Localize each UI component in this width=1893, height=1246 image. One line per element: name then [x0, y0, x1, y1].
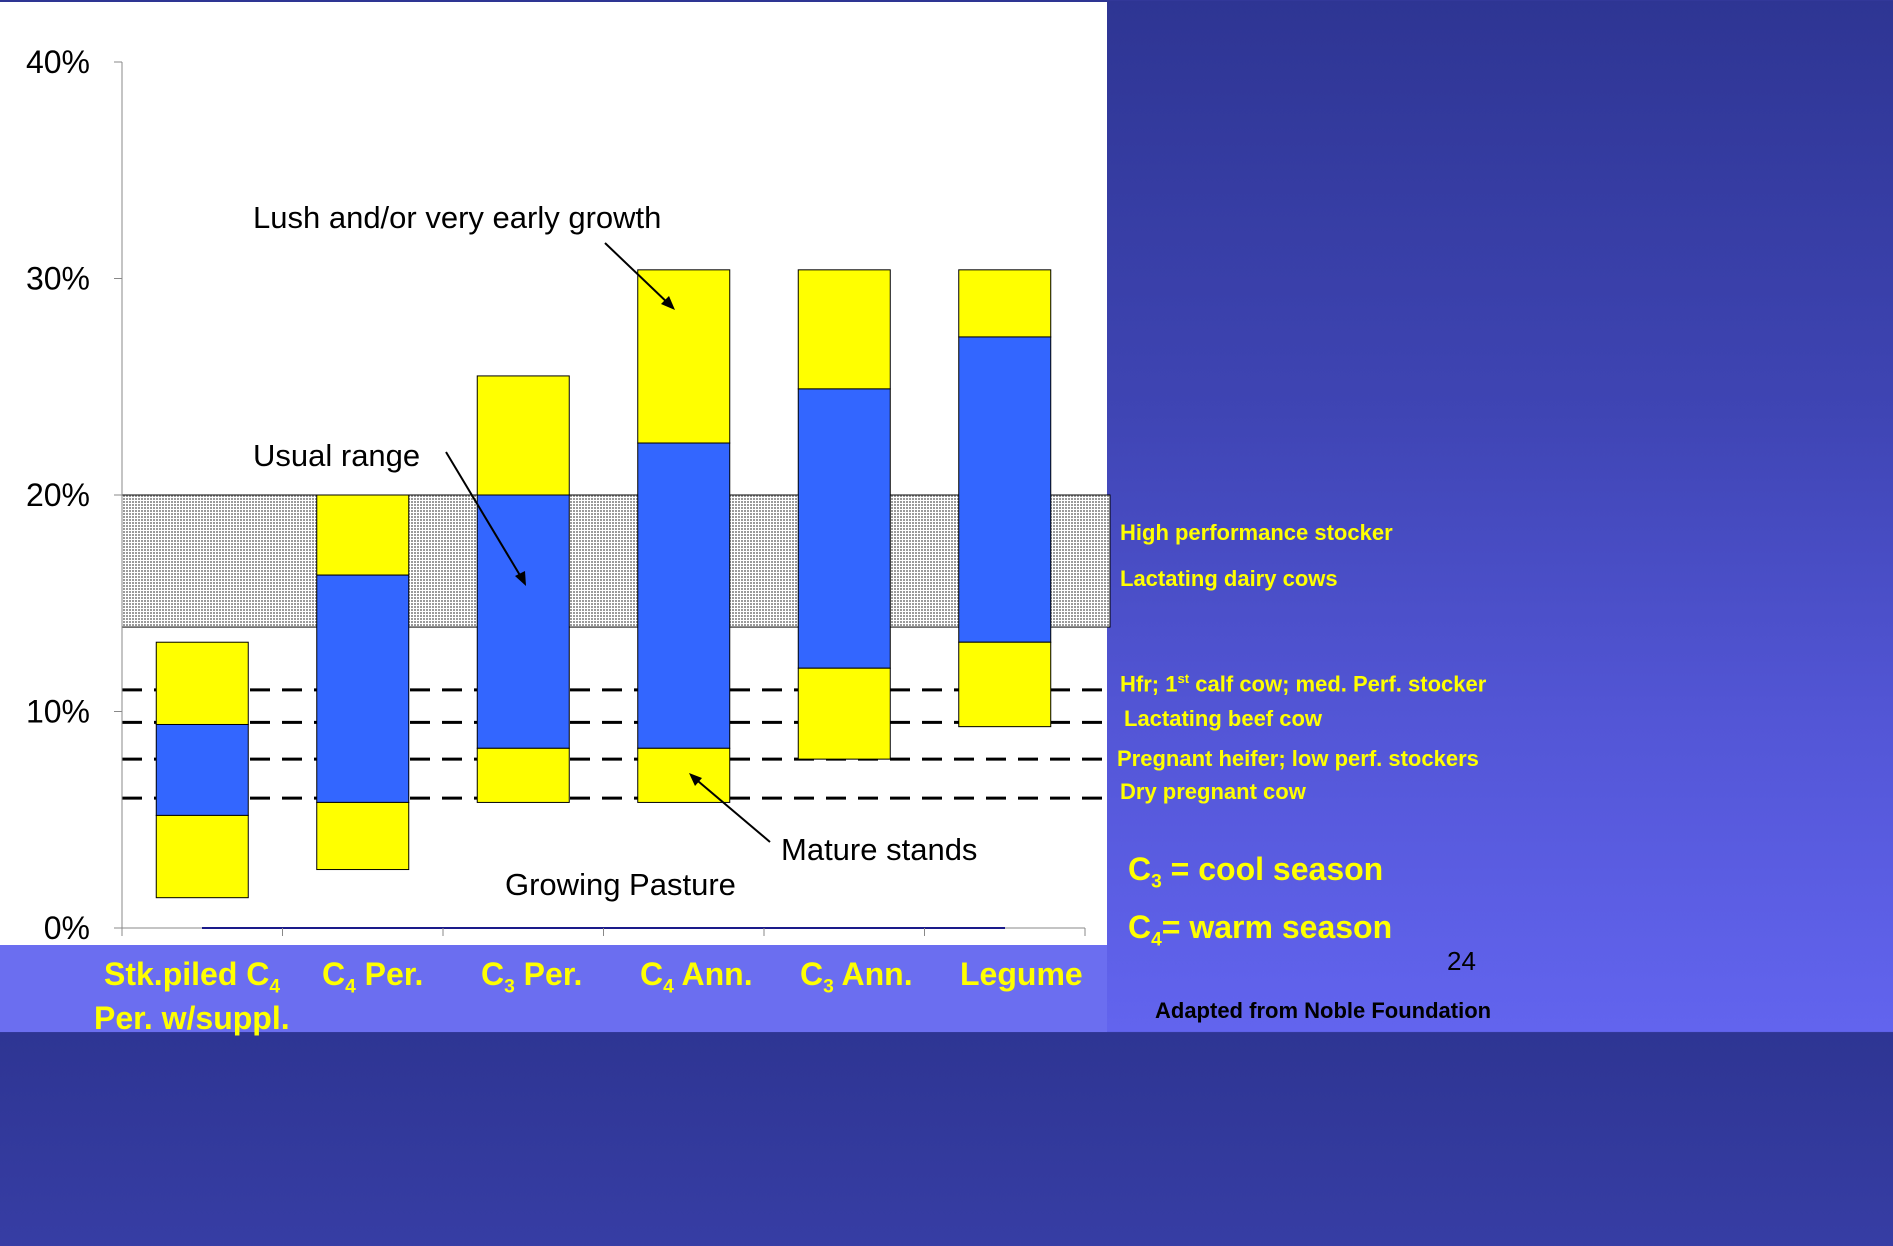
category-stockpiled: Stk.piled C4	[104, 956, 280, 998]
category-c3-ann-text: Ann.	[833, 956, 913, 992]
arrow-lush-shaft	[604, 242, 673, 308]
source-note: Adapted from Noble Foundation	[1155, 998, 1492, 1023]
req-lactating-beef-cow: Lactating beef cow	[1124, 706, 1323, 731]
category-c3-ann: C3 Ann.	[800, 956, 913, 998]
usual-segment-1	[316, 574, 410, 803]
annotation-growing-pasture: Growing Pasture	[505, 867, 736, 902]
req-hfr-text: Hfr; 1	[1120, 671, 1178, 697]
legend-c3-sub: 3	[1151, 871, 1162, 893]
y-tick-label-0: 0%	[44, 910, 90, 946]
mature-segment-1	[316, 801, 410, 871]
legend-c4-sub: 4	[1151, 929, 1162, 951]
category-c4-per-c: C	[322, 956, 346, 992]
requirement-band	[121, 494, 1111, 628]
req-lactating-dairy-cows: Lactating dairy cows	[1120, 566, 1338, 591]
y-tick-label-4: 40%	[26, 44, 90, 80]
arrow-usual-head	[515, 571, 526, 586]
lush-segment-4	[797, 269, 891, 390]
category-c3-per-sub: 3	[504, 976, 515, 998]
usual-segment-2	[476, 494, 570, 749]
legend-c4-c: C	[1128, 909, 1152, 945]
req-hfr-rest: calf cow; med. Perf. stocker	[1189, 671, 1487, 697]
category-c3-ann-sub: 3	[823, 976, 834, 998]
legend-c3-text: = cool season	[1161, 851, 1384, 887]
category-band	[0, 945, 1107, 1032]
mature-segment-2	[476, 747, 570, 803]
category-c4-ann: C4 Ann.	[640, 956, 753, 998]
lush-segment-1	[316, 494, 410, 576]
req-hfr-sup: st	[1177, 671, 1190, 686]
category-legume: Legume	[960, 956, 1083, 992]
annotation-mature-stands: Mature stands	[781, 832, 977, 867]
arrow-usual-shaft	[445, 451, 525, 583]
usual-segment-4	[797, 388, 891, 669]
req-heifer-first-calf: Hfr; 1st calf cow; med. Perf. stocker	[1120, 671, 1486, 697]
req-high-performance-stocker: High performance stocker	[1120, 520, 1393, 545]
category-c3-per-text: Per.	[514, 956, 583, 992]
category-c3-per-c: C	[481, 956, 505, 992]
mature-segment-5	[958, 641, 1052, 728]
mature-segment-4	[797, 667, 891, 760]
annotation-lush: Lush and/or very early growth	[253, 200, 661, 235]
usual-segment-3	[637, 442, 731, 749]
legend-c3-c: C	[1128, 851, 1152, 887]
arrow-lush-head	[661, 296, 675, 310]
category-stockpiled-text: Stk.piled C	[104, 956, 270, 992]
lush-segment-0	[155, 641, 249, 725]
arrow-mature-shaft	[691, 775, 771, 843]
legend-c4-text: = warm season	[1161, 909, 1393, 945]
usual-segment-5	[958, 336, 1052, 643]
mature-segment-3	[637, 747, 731, 803]
chart-svg: 0% 10% 20% 30% 40% Lush and/or very early gr…	[26, 44, 1111, 946]
lush-segment-5	[958, 269, 1052, 338]
category-c4-per-text: Per.	[355, 956, 424, 992]
category-c3-ann-c: C	[800, 956, 824, 992]
category-c3-per: C3 Per.	[481, 956, 582, 998]
page-number: 24	[1447, 946, 1476, 976]
top-strip	[0, 0, 1107, 2]
category-c4-ann-sub: 4	[663, 976, 674, 998]
category-c4-ann-c: C	[640, 956, 664, 992]
lush-segment-2	[476, 375, 570, 496]
category-c4-ann-text: Ann.	[673, 956, 753, 992]
y-tick-label-3: 30%	[26, 261, 90, 297]
req-pregnant-heifer: Pregnant heifer; low perf. stockers	[1117, 746, 1479, 771]
legend-c4-warm-season: C4= warm season	[1128, 909, 1392, 951]
y-tick-label-1: 10%	[26, 694, 90, 730]
legend-c3-cool-season: C3 = cool season	[1128, 851, 1383, 893]
category-c4-per: C4 Per.	[322, 956, 423, 998]
y-tick-label-2: 20%	[26, 477, 90, 513]
annotation-usual-range: Usual range	[253, 438, 420, 473]
category-c4-per-sub: 4	[345, 976, 356, 998]
usual-segment-0	[155, 723, 249, 816]
mature-segment-0	[155, 814, 249, 899]
req-dry-pregnant-cow: Dry pregnant cow	[1120, 779, 1306, 804]
arrow-mature-head	[689, 773, 702, 786]
category-stockpiled-line2: Per. w/suppl.	[94, 1000, 290, 1036]
category-stockpiled-sub: 4	[269, 976, 281, 998]
lush-segment-3	[637, 269, 731, 444]
